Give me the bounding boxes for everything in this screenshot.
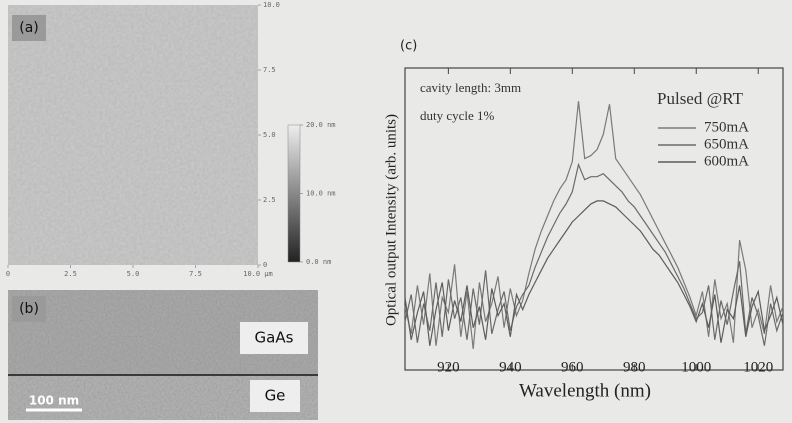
x-tick-label: 7.5	[189, 270, 202, 278]
x-tick-label: 1020	[743, 359, 773, 375]
x-tick-label: 960	[561, 359, 584, 375]
legend-label: 650mA	[704, 136, 749, 152]
x-tick-label: 5.0	[127, 270, 140, 278]
panel-label: (c)	[400, 39, 417, 54]
layer-label: Ge	[265, 387, 286, 405]
afm-image	[8, 5, 258, 265]
y-tick-label: 7.5	[263, 66, 276, 74]
annotation: cavity length: 3mm	[420, 80, 521, 95]
panel-label: (b)	[19, 301, 39, 317]
layer-box	[250, 380, 300, 412]
legend-label: 750mA	[704, 119, 749, 135]
x-tick-label: 2.5	[64, 270, 77, 278]
y-tick-label: 0	[263, 261, 267, 269]
series-line	[404, 162, 784, 346]
series-line	[404, 101, 784, 349]
y-tick-label: 5.0	[263, 131, 276, 139]
x-tick-label: 0	[6, 270, 10, 278]
annotation: duty cycle 1%	[420, 108, 495, 123]
colorbar-tick-label: 0.0 nm	[306, 258, 331, 266]
colorbar-tick-label: 20.0 nm	[306, 121, 336, 129]
layer-box	[240, 322, 308, 354]
y-axis-label: Optical output Intensity (arb. units)	[383, 114, 399, 326]
colorbar-tick-label: 10.0 nm	[306, 190, 336, 198]
x-tick-label: 10.0 µm	[243, 270, 273, 278]
layer-label: GaAs	[255, 329, 294, 347]
x-tick-label: 920	[437, 359, 460, 375]
x-axis-label: Wavelength (nm)	[519, 380, 651, 401]
scale-bar-label: 100 nm	[29, 394, 79, 408]
y-tick-label: 2.5	[263, 196, 276, 204]
panel-label: (a)	[19, 20, 39, 36]
colorbar	[287, 124, 301, 263]
legend-title: Pulsed @RT	[657, 89, 744, 108]
label-box	[12, 15, 46, 41]
y-tick-label: 10.0	[263, 1, 280, 9]
x-tick-label: 980	[623, 359, 646, 375]
x-tick-label: 940	[499, 359, 522, 375]
x-tick-label: 1000	[681, 359, 711, 375]
plot-frame	[404, 67, 784, 371]
legend-label: 600mA	[704, 153, 749, 169]
label-box	[12, 296, 46, 322]
series-line	[404, 200, 784, 346]
